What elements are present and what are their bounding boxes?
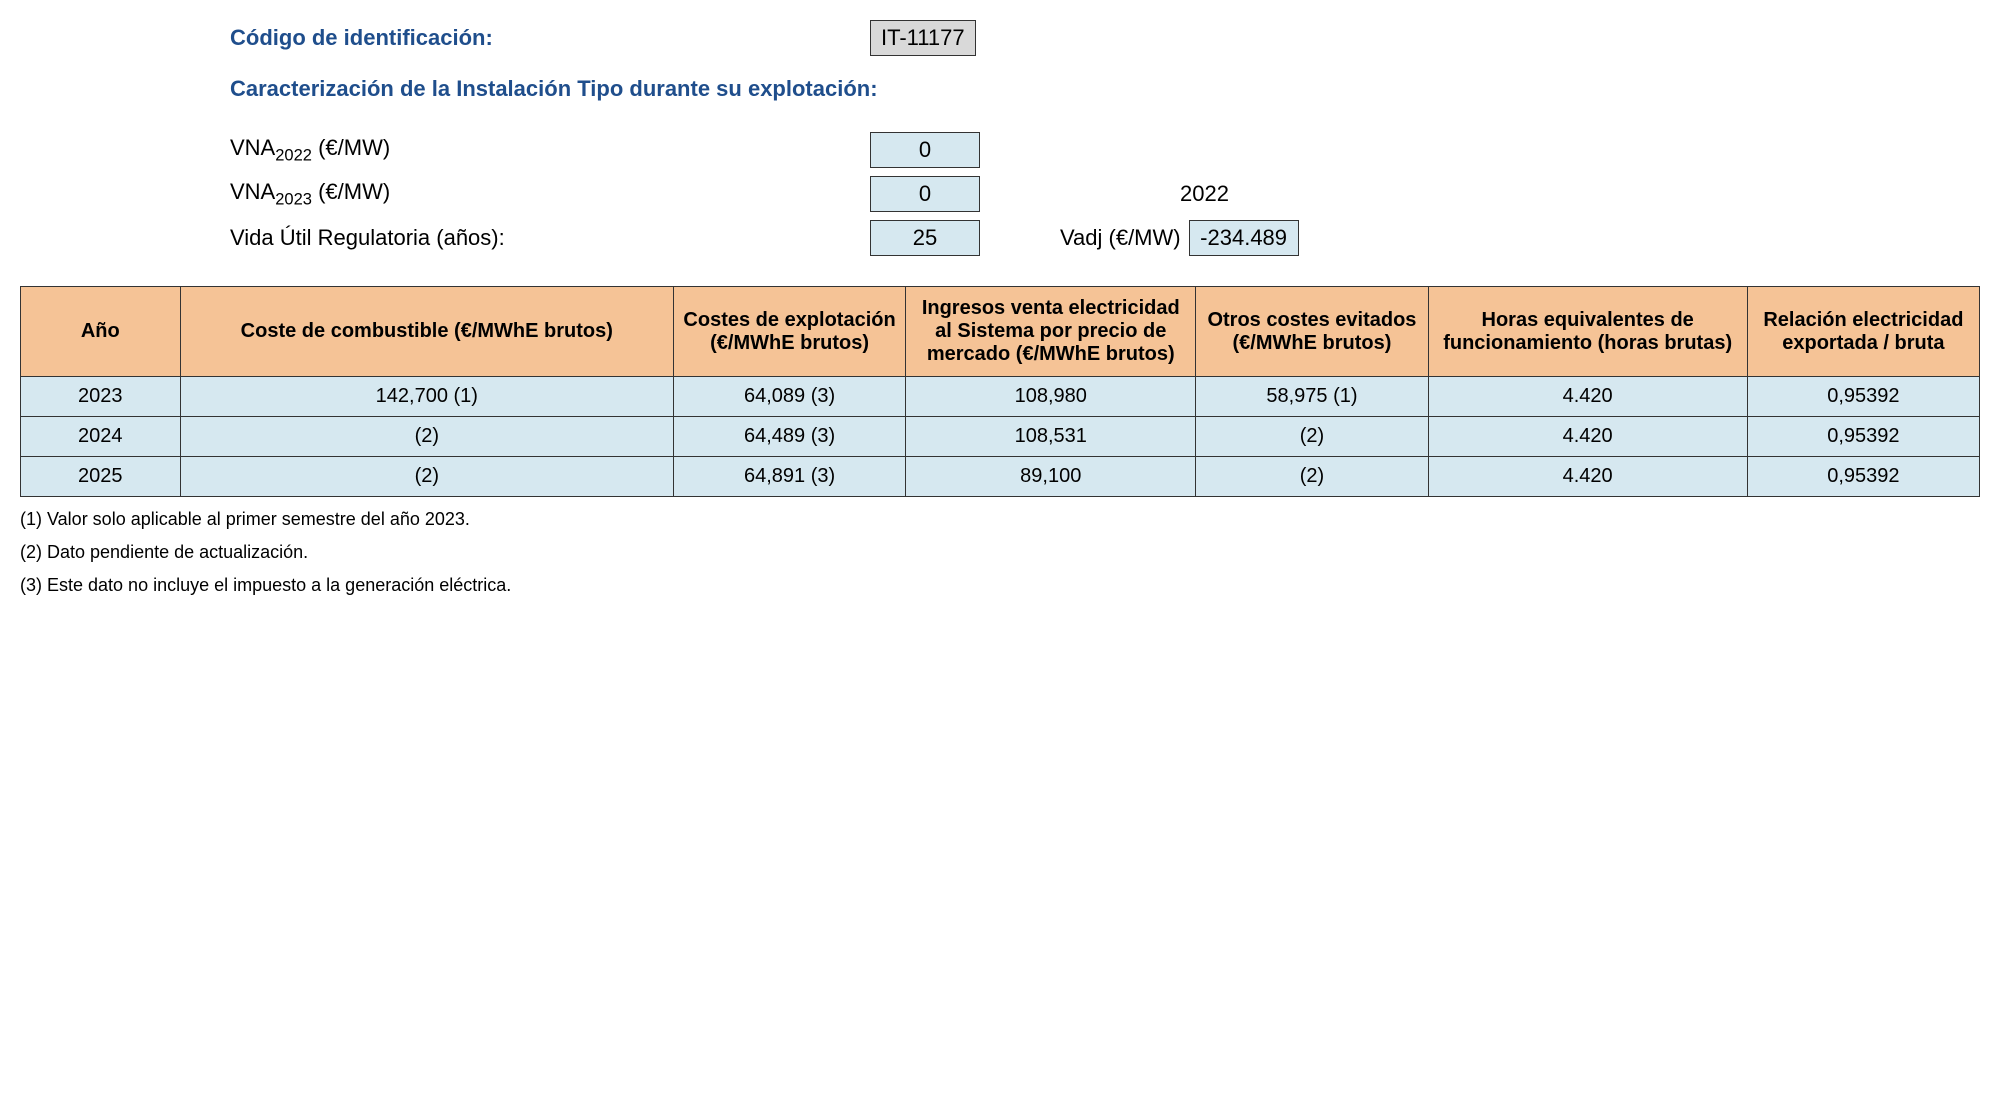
footnote-3: (3) Este dato no incluye el impuesto a l…	[20, 575, 1980, 596]
col-hours: Horas equivalentes de funcionamiento (ho…	[1428, 287, 1747, 377]
id-label: Código de identificación:	[230, 25, 870, 51]
header-section: Código de identificación: IT-11177 Carac…	[230, 20, 1980, 256]
vadj-group: Vadj (€/MW) -234.489	[1060, 220, 1299, 256]
cell-rev: 108,980	[906, 377, 1196, 417]
vadj-value: -234.489	[1189, 220, 1299, 256]
cell-other: 58,975 (1)	[1196, 377, 1428, 417]
footnote-1: (1) Valor solo aplicable al primer semes…	[20, 509, 1980, 530]
cell-fuel: (2)	[180, 457, 673, 497]
footnotes: (1) Valor solo aplicable al primer semes…	[20, 509, 1980, 596]
cell-rev: 89,100	[906, 457, 1196, 497]
cell-rel: 0,95392	[1747, 457, 1979, 497]
cell-cost: 64,089 (3)	[673, 377, 905, 417]
cell-cost: 64,891 (3)	[673, 457, 905, 497]
col-cost: Costes de explotación (€/MWhE brutos)	[673, 287, 905, 377]
col-fuel: Coste de combustible (€/MWhE brutos)	[180, 287, 673, 377]
cell-hours: 4.420	[1428, 377, 1747, 417]
cell-fuel: (2)	[180, 417, 673, 457]
cell-rev: 108,531	[906, 417, 1196, 457]
params-block: VNA2022 (€/MW) 0 VNA2023 (€/MW) 0 2022 V…	[230, 132, 1980, 256]
cell-rel: 0,95392	[1747, 377, 1979, 417]
cell-other: (2)	[1196, 417, 1428, 457]
vna-2023-sub: 2023	[275, 190, 312, 208]
cell-year: 2025	[21, 457, 181, 497]
vna-prefix-2: VNA	[230, 179, 275, 204]
vna-2023-row: VNA2023 (€/MW) 0 2022	[230, 176, 1980, 212]
vna-2023-value: 0	[870, 176, 980, 212]
vida-row: Vida Útil Regulatoria (años): 25 Vadj (€…	[230, 220, 1980, 256]
vna-2022-row: VNA2022 (€/MW) 0	[230, 132, 1980, 168]
cell-year: 2024	[21, 417, 181, 457]
section-title: Caracterización de la Instalación Tipo d…	[230, 76, 1980, 102]
table-row: 2023 142,700 (1) 64,089 (3) 108,980 58,9…	[21, 377, 1980, 417]
cell-hours: 4.420	[1428, 417, 1747, 457]
cell-hours: 4.420	[1428, 457, 1747, 497]
id-value: IT-11177	[870, 20, 976, 56]
vna-2022-value: 0	[870, 132, 980, 168]
table-body: 2023 142,700 (1) 64,089 (3) 108,980 58,9…	[21, 377, 1980, 497]
year-ref: 2022	[1180, 181, 1229, 207]
table-row: 2024 (2) 64,489 (3) 108,531 (2) 4.420 0,…	[21, 417, 1980, 457]
cell-other: (2)	[1196, 457, 1428, 497]
vna-2022-sub: 2022	[275, 146, 312, 164]
vna-prefix: VNA	[230, 135, 275, 160]
data-table: Año Coste de combustible (€/MWhE brutos)…	[20, 286, 1980, 497]
cell-rel: 0,95392	[1747, 417, 1979, 457]
col-rev: Ingresos venta electricidad al Sistema p…	[906, 287, 1196, 377]
vna-2022-label: VNA2022 (€/MW)	[230, 135, 870, 165]
table-row: 2025 (2) 64,891 (3) 89,100 (2) 4.420 0,9…	[21, 457, 1980, 497]
vna-unit: (€/MW)	[312, 135, 390, 160]
vna-unit-2: (€/MW)	[312, 179, 390, 204]
cell-year: 2023	[21, 377, 181, 417]
table-header: Año Coste de combustible (€/MWhE brutos)…	[21, 287, 1980, 377]
cell-fuel: 142,700 (1)	[180, 377, 673, 417]
col-year: Año	[21, 287, 181, 377]
vadj-label: Vadj (€/MW)	[1060, 225, 1181, 251]
vida-value: 25	[870, 220, 980, 256]
col-other: Otros costes evitados (€/MWhE brutos)	[1196, 287, 1428, 377]
footnote-2: (2) Dato pendiente de actualización.	[20, 542, 1980, 563]
vida-label: Vida Útil Regulatoria (años):	[230, 225, 870, 251]
cell-cost: 64,489 (3)	[673, 417, 905, 457]
vna-2023-label: VNA2023 (€/MW)	[230, 179, 870, 209]
col-rel: Relación electricidad exportada / bruta	[1747, 287, 1979, 377]
id-row: Código de identificación: IT-11177	[230, 20, 1980, 56]
